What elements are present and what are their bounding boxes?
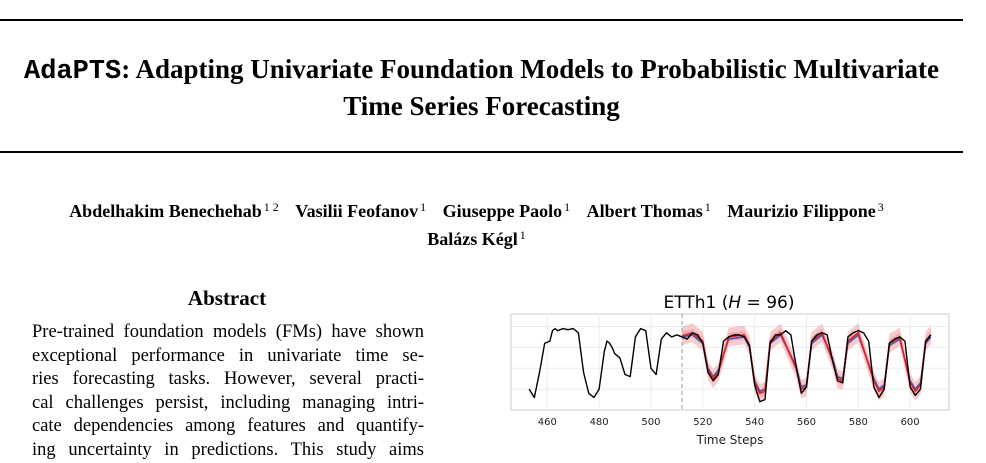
title-line-1: AdaPTS: Adapting Univariate Foundation M…	[0, 52, 963, 89]
author-affiliation: 1 2	[263, 200, 279, 214]
x-tick-label: 500	[641, 417, 660, 428]
title-rule-top	[0, 19, 963, 21]
x-tick-label: 560	[797, 417, 816, 428]
author-name: Balázs Kégl	[427, 229, 518, 249]
author-list: Abdelhakim Benechehab 1 2 Vasilii Feofano…	[0, 195, 953, 251]
x-tick-label: 600	[901, 417, 920, 428]
paper-title: AdaPTS: Adapting Univariate Foundation M…	[0, 52, 963, 123]
author-name: Giuseppe Paolo	[442, 201, 563, 221]
forecast-chart: ETTh1 (H = 96) 460 480 500 520 540 560 580 600 …	[510, 293, 950, 447]
abstract-heading: Abstract	[187, 286, 267, 310]
author-name: Maurizio Filippone	[727, 201, 876, 221]
x-tick-label: 540	[745, 417, 764, 428]
author-affiliation: 1	[519, 228, 526, 242]
x-tick-label: 580	[849, 417, 868, 428]
abstract-line: Pre-trained foundation models (FMs) have…	[32, 322, 424, 342]
author-affiliation: 1	[420, 200, 427, 214]
x-tick-label: 520	[693, 417, 712, 428]
author: Vasilii Feofanov 1	[295, 200, 427, 221]
author-affiliation: 3	[877, 200, 884, 214]
abstract-line: exceptional performance in univariate ti…	[32, 345, 424, 366]
abstract-line: cate dependencies among features and qua…	[32, 416, 424, 437]
ground-truth-line	[681, 329, 932, 403]
author-affiliation: 1	[704, 200, 711, 214]
author-affiliation: 1	[564, 200, 571, 214]
author: Balázs Kégl 1	[427, 228, 526, 249]
title-rule-bottom	[0, 151, 963, 153]
abstract-line: ing uncertainty in predictions. This stu…	[32, 439, 424, 460]
author: Giuseppe Paolo 1	[442, 200, 571, 221]
uncertainty-band-outer	[682, 323, 931, 403]
forecast-figure: ETTh1 (H = 96) 460 480 500 520 540 560 580 600 …	[490, 286, 970, 452]
chart-title: ETTh1 (H = 96)	[664, 293, 795, 313]
x-axis-label: Time Steps	[696, 433, 764, 447]
author-name: Albert Thomas	[586, 201, 703, 221]
method-name: AdaPTS	[24, 57, 122, 87]
title-line-2: Time Series Forecasting	[343, 91, 620, 121]
author: Albert Thomas 1	[586, 200, 711, 221]
abstract-line: cal challenges persist, including managi…	[32, 392, 424, 413]
author: Maurizio Filippone 3	[727, 200, 884, 221]
author-name: Vasilii Feofanov	[295, 201, 419, 221]
author-name: Abdelhakim Benechehab	[69, 201, 262, 221]
series-lines	[528, 314, 932, 410]
x-axis-ticks: 460 480 500 520 540 560 580 600	[538, 417, 920, 428]
history-series-line	[528, 327, 683, 399]
abstract-line: ries forecasting tasks. However, several…	[32, 369, 424, 390]
x-tick-label: 460	[538, 417, 557, 428]
abstract-text: Pre-trained foundation models (FMs) have…	[32, 321, 424, 463]
author: Abdelhakim Benechehab 1 2	[69, 200, 279, 221]
title-line-1-text: : Adapting Univariate Foundation Models …	[121, 54, 939, 84]
x-tick-label: 480	[590, 417, 609, 428]
